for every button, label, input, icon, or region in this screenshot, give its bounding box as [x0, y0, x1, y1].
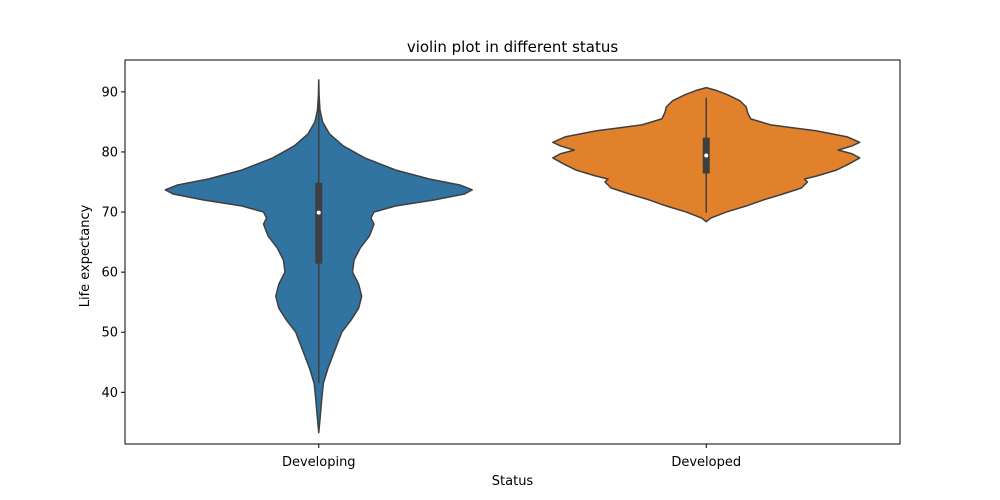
x-tick-label: Developing — [282, 455, 356, 470]
x-axis: Developing Developed — [282, 444, 741, 470]
y-tick-label: 60 — [101, 266, 118, 281]
plot-area-frame — [124, 59, 901, 445]
median-point-developed — [704, 153, 709, 158]
x-tick-label: Developed — [671, 455, 741, 470]
violins-layer — [164, 79, 861, 434]
chart-title: violin plot in different status — [407, 38, 619, 56]
y-tick-label: 80 — [101, 145, 118, 160]
iqr-box-developing — [315, 182, 323, 264]
y-tick-label: 50 — [101, 326, 118, 341]
y-tick-label: 70 — [101, 206, 118, 221]
x-axis-title: Status — [492, 474, 534, 489]
y-axis-title: Life expectancy — [78, 204, 93, 307]
median-point-developing — [316, 210, 321, 215]
y-tick-label: 90 — [101, 85, 118, 100]
y-tick-label: 40 — [101, 386, 118, 401]
y-axis: 40 50 60 70 80 90 — [101, 85, 125, 401]
